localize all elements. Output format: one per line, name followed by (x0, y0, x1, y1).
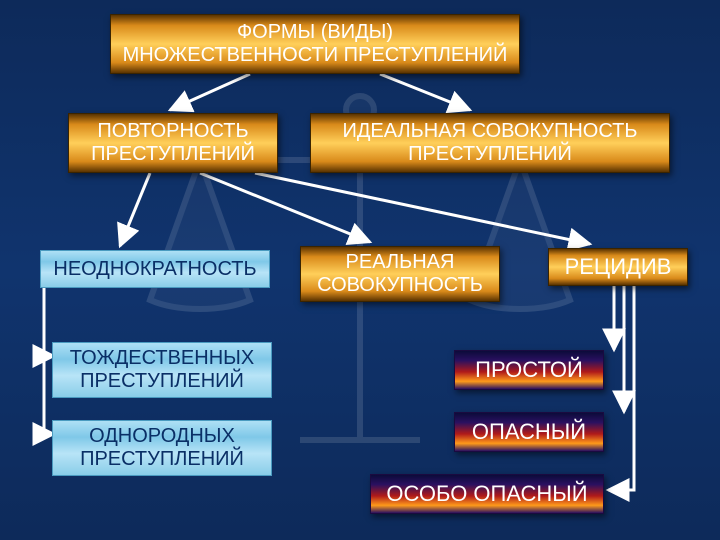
arrow-0 (170, 74, 250, 110)
node-ideal: ИДЕАЛЬНАЯ СОВОКУПНОСТЬ ПРЕСТУПЛЕНИЙ (310, 113, 670, 173)
arrow-9 (608, 286, 634, 490)
node-repeat: ПОВТОРНОСТЬ ПРЕСТУПЛЕНИЙ (68, 113, 278, 173)
arrow-4 (255, 173, 590, 244)
node-tozh: ТОЖДЕСТВЕННЫХ ПРЕСТУПЛЕНИЙ (52, 342, 272, 398)
arrow-2 (120, 173, 150, 246)
node-danger: ОПАСНЫЙ (454, 412, 604, 452)
arrow-1 (380, 74, 470, 110)
node-root: ФОРМЫ (ВИДЫ) МНОЖЕСТВЕННОСТИ ПРЕСТУПЛЕНИ… (110, 14, 520, 74)
node-odnor: ОДНОРОДНЫХ ПРЕСТУПЛЕНИЙ (52, 420, 272, 476)
node-simple: ПРОСТОЙ (454, 350, 604, 390)
node-vdanger: ОСОБО ОПАСНЫЙ (370, 474, 604, 514)
node-real: РЕАЛЬНАЯ СОВОКУПНОСТЬ (300, 246, 500, 302)
node-neod: НЕОДНОКРАТНОСТЬ (40, 250, 270, 288)
arrow-3 (200, 173, 370, 242)
node-recid: РЕЦИДИВ (548, 248, 688, 286)
